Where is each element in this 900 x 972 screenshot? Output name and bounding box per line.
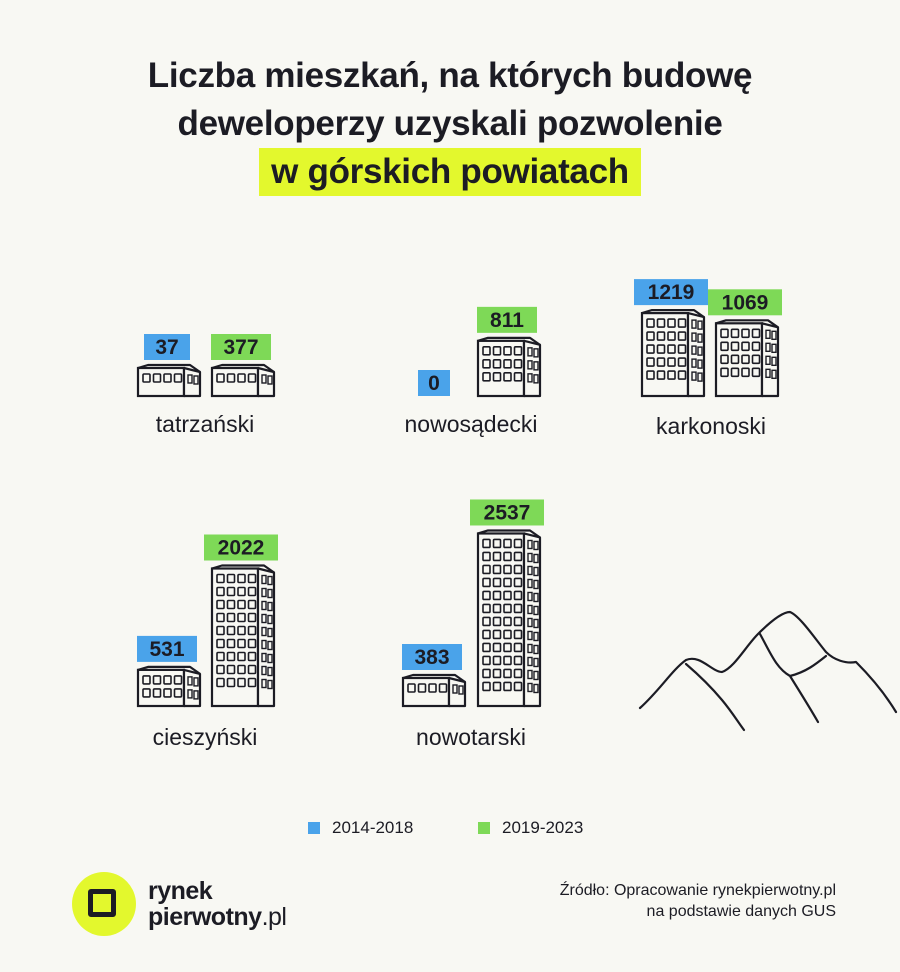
building-icon bbox=[210, 564, 276, 708]
chart-title: Liczba mieszkań, na których budowę dewel… bbox=[0, 52, 900, 196]
title-line-2: deweloperzy uzyskali pozwolenie bbox=[177, 104, 723, 143]
legend-item-2019-2023: 2019-2023 bbox=[478, 818, 583, 838]
legend-item-2014-2018: 2014-2018 bbox=[308, 818, 413, 838]
legend-label-2019-2023: 2019-2023 bbox=[502, 818, 584, 837]
title-highlight: w górskich powiatach bbox=[259, 148, 641, 196]
data-label: 383 bbox=[402, 644, 462, 670]
data-label-badge bbox=[418, 370, 450, 396]
building-icon bbox=[476, 529, 542, 708]
data-label: 2022 bbox=[204, 534, 278, 561]
data-label-badge bbox=[144, 334, 190, 360]
data-label-badge bbox=[211, 334, 271, 360]
data-label-value: 37 bbox=[155, 336, 178, 359]
data-label: 811 bbox=[477, 306, 537, 333]
data-label-value: 383 bbox=[414, 646, 449, 669]
building-icon bbox=[136, 665, 202, 708]
logo-suffix: .pl bbox=[261, 903, 287, 931]
data-label-badge bbox=[204, 534, 278, 561]
logo-word-2: pierwotny bbox=[148, 903, 262, 931]
legend-swatch-2019-2023 bbox=[478, 822, 490, 834]
data-label: 2537 bbox=[470, 499, 544, 526]
district-group: 1219 1069 karkonoski bbox=[634, 279, 782, 439]
building-icon bbox=[476, 336, 542, 398]
logo-word-1: rynek bbox=[148, 877, 213, 905]
building-icon bbox=[136, 363, 202, 398]
data-label-badge bbox=[708, 289, 782, 316]
legend-swatch-2014-2018 bbox=[308, 822, 320, 834]
data-label: 1069 bbox=[708, 289, 782, 316]
legend-label-2014-2018: 2014-2018 bbox=[332, 818, 414, 837]
category-label: karkonoski bbox=[656, 413, 766, 439]
building-icon bbox=[714, 319, 780, 398]
data-label-badge bbox=[477, 306, 537, 333]
district-group: 383 2537 nowotarski bbox=[401, 499, 544, 750]
data-label-value: 0 bbox=[428, 372, 440, 395]
title-line-1: Liczba mieszkań, na których budowę bbox=[147, 56, 753, 95]
source-line-2: na podstawie danych GUS bbox=[646, 903, 836, 920]
data-label-value: 2022 bbox=[218, 537, 265, 560]
data-label: 531 bbox=[137, 635, 197, 662]
logo-text: rynek pierwotny.pl bbox=[148, 877, 287, 931]
logo-square-icon bbox=[88, 889, 116, 917]
data-label-badge bbox=[402, 644, 462, 670]
mountain-icon bbox=[638, 610, 898, 732]
data-label-value: 531 bbox=[149, 638, 184, 661]
data-label-value: 377 bbox=[223, 336, 258, 359]
data-label-value: 2537 bbox=[484, 501, 531, 524]
category-label: nowosądecki bbox=[405, 411, 538, 437]
data-label-value: 811 bbox=[490, 309, 524, 332]
data-label-badge bbox=[470, 499, 544, 526]
data-label: 0 bbox=[418, 370, 450, 396]
data-label-value: 1219 bbox=[648, 281, 695, 304]
data-label-badge bbox=[137, 635, 197, 662]
data-label-value: 1069 bbox=[722, 291, 769, 314]
logo: rynek pierwotny.pl bbox=[72, 872, 292, 938]
building-icon bbox=[640, 309, 706, 398]
data-label-badge bbox=[634, 279, 708, 306]
data-label: 377 bbox=[211, 334, 271, 360]
data-label: 37 bbox=[144, 334, 190, 360]
district-group: 0 811 nowosądecki bbox=[405, 306, 542, 437]
district-group: 531 2022 cieszyński bbox=[136, 534, 278, 750]
source-line-1: Źródło: Opracowanie rynekpierwotny.pl bbox=[559, 882, 836, 899]
data-label: 1219 bbox=[634, 279, 708, 306]
building-icon bbox=[401, 673, 467, 708]
category-label: nowotarski bbox=[416, 724, 526, 750]
building-icon bbox=[210, 363, 276, 398]
category-label: tatrzański bbox=[156, 411, 254, 437]
legend: 2014-2018 2019-2023 bbox=[0, 818, 900, 840]
logo-circle bbox=[72, 872, 136, 936]
district-group: 37 377 tatrzański bbox=[136, 334, 276, 437]
category-label: cieszyński bbox=[153, 724, 258, 750]
source-note: Źródło: Opracowanie rynekpierwotny.pl na… bbox=[560, 880, 836, 922]
